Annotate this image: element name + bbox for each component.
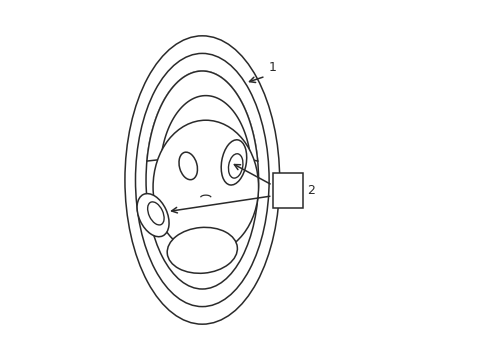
Text: 1: 1 [268,61,276,74]
Ellipse shape [228,154,243,178]
Text: 2: 2 [306,184,314,197]
Ellipse shape [137,194,169,237]
Polygon shape [146,71,257,161]
Bar [272,173,302,208]
Ellipse shape [153,120,258,254]
Ellipse shape [221,140,246,185]
Ellipse shape [179,152,197,180]
Ellipse shape [147,202,164,225]
Ellipse shape [167,228,237,273]
